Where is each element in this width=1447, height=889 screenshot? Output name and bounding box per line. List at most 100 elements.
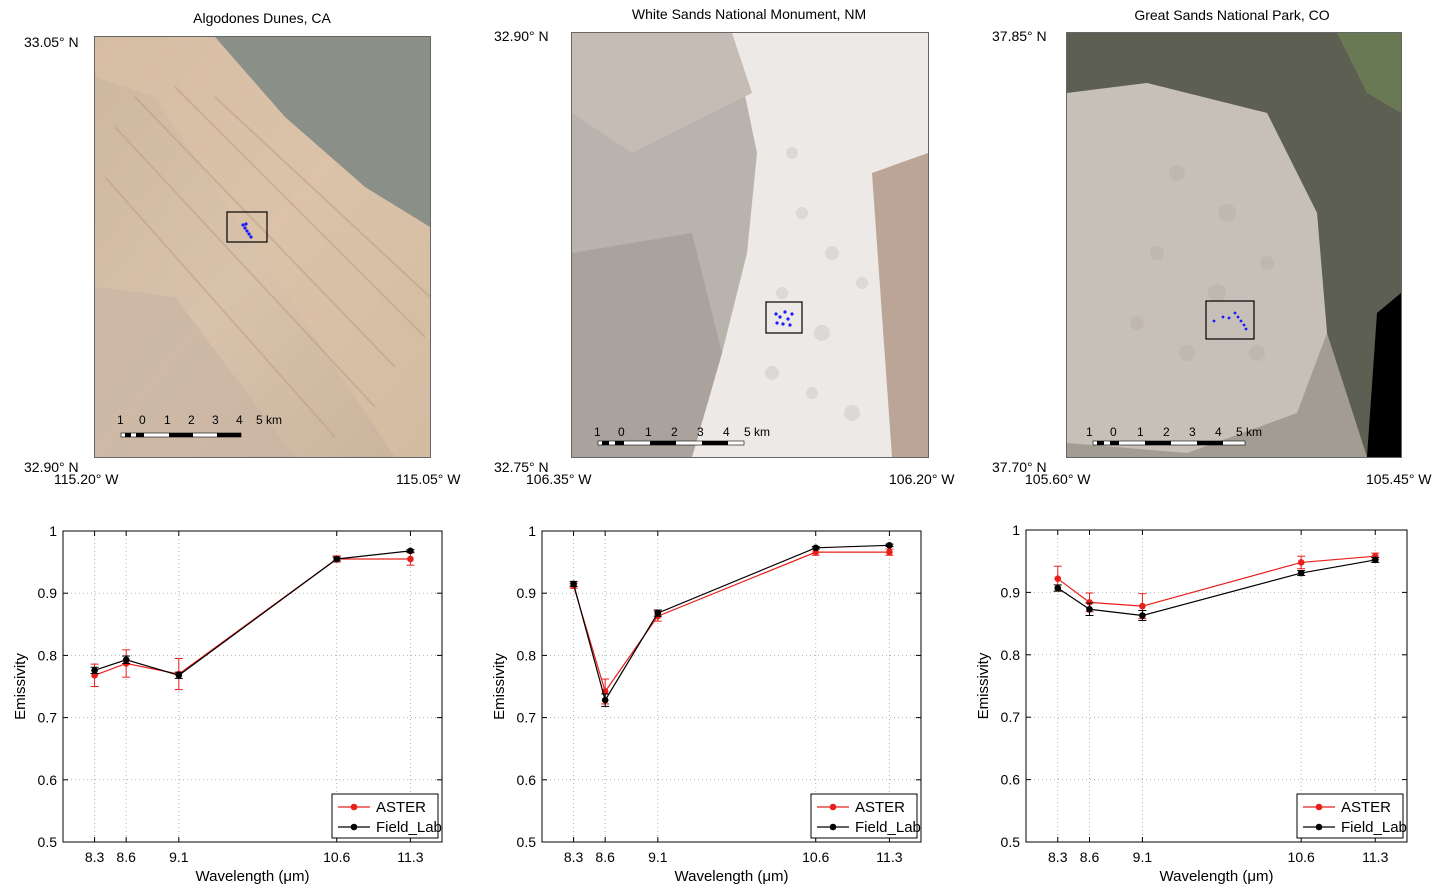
lon-right-label: 105.45° W xyxy=(1366,471,1432,487)
scale-label: 1 xyxy=(594,425,601,439)
lat-top-label: 33.05° N xyxy=(24,34,79,50)
scale-label: 1 xyxy=(1137,425,1144,439)
x-axis-label: Wavelength (μm) xyxy=(196,868,310,885)
scale-label: 4 xyxy=(236,413,243,427)
legend xyxy=(331,793,439,839)
data-point-field_lab xyxy=(1054,584,1062,592)
x-tick-label: 8.6 xyxy=(116,849,136,865)
legend-marker xyxy=(1315,803,1323,811)
scale-label: 3 xyxy=(697,425,704,439)
map-title: Great Sands National Park, CO xyxy=(1134,7,1330,23)
scale-label: 2 xyxy=(671,425,678,439)
scale-label: 3 xyxy=(1189,425,1196,439)
x-tick-label: 10.6 xyxy=(323,849,350,865)
scale-label: 0 xyxy=(1110,425,1117,439)
x-axis-label: Wavelength (μm) xyxy=(1160,868,1274,885)
data-point-field_lab xyxy=(601,696,609,704)
legend-label: ASTER xyxy=(376,799,426,816)
lon-left-label: 106.35° W xyxy=(526,471,592,487)
data-point-aster xyxy=(1139,602,1146,610)
legend-marker xyxy=(350,803,358,811)
data-point-field_lab xyxy=(122,656,130,664)
y-tick-label: 0.5 xyxy=(38,834,58,850)
data-point-field_lab xyxy=(333,555,341,563)
data-point-aster xyxy=(1297,559,1305,566)
map-title: White Sands National Monument, NM xyxy=(631,6,867,22)
data-point-field_lab xyxy=(654,609,662,617)
scale-label: 4 xyxy=(1215,425,1222,439)
y-tick-label: 0.7 xyxy=(517,710,537,726)
emissivity-chart-great-sands: 0.5 0.6 0.7 0.8 0.9 1 8.3 8.6 9.1 10.6 11.3 Wavelen… xyxy=(975,522,1408,885)
legend xyxy=(810,793,918,839)
plot-area xyxy=(62,530,443,843)
x-tick-label: 9.1 xyxy=(648,849,668,865)
scale-label: 1 xyxy=(164,413,171,427)
scale-label: 0 xyxy=(139,413,146,427)
x-tick-label: 8.6 xyxy=(595,849,615,865)
y-tick-label: 0.6 xyxy=(38,772,58,788)
y-tick-label: 0.9 xyxy=(1001,584,1021,600)
data-point-aster xyxy=(1054,575,1062,582)
x-tick-label: 10.6 xyxy=(1288,849,1315,865)
lat-bottom-label: 37.70° N xyxy=(992,459,1047,475)
y-axis-label: Emissivity xyxy=(12,653,29,720)
scale-label: 5 km xyxy=(256,413,283,427)
lat-top-label: 37.85° N xyxy=(992,28,1047,44)
legend xyxy=(1296,793,1404,839)
map-title: Algodones Dunes, CA xyxy=(193,10,331,26)
legend-marker xyxy=(350,823,358,831)
lon-left-label: 115.20° W xyxy=(54,471,119,487)
y-tick-label: 0.5 xyxy=(1001,834,1021,850)
y-tick-label: 0.7 xyxy=(38,710,58,726)
legend-label: Field_Lab xyxy=(855,819,921,836)
data-point-field_lab xyxy=(1297,569,1305,577)
data-point-field_lab xyxy=(91,667,98,674)
scale-label: 3 xyxy=(212,413,219,427)
lon-right-label: 106.20° W xyxy=(889,471,955,487)
legend-label: ASTER xyxy=(855,799,905,816)
data-point-field_lab xyxy=(570,580,577,588)
legend-label: Field_Lab xyxy=(376,819,442,836)
x-tick-label: 8.3 xyxy=(564,849,584,865)
x-tick-label: 10.6 xyxy=(802,849,829,865)
x-tick-label: 11.3 xyxy=(876,849,902,865)
satellite-image xyxy=(1066,32,1402,458)
x-tick-label: 11.3 xyxy=(1362,849,1388,865)
y-tick-label: 0.8 xyxy=(1001,647,1021,663)
scale-label: 1 xyxy=(1086,425,1093,439)
data-point-field_lab xyxy=(886,542,893,549)
lat-top-label: 32.90° N xyxy=(494,28,549,44)
y-tick-label: 0.9 xyxy=(38,585,58,601)
scale-label: 5 km xyxy=(1236,425,1263,439)
y-tick-label: 0.8 xyxy=(38,647,58,663)
scale-label: 5 km xyxy=(744,425,771,439)
x-tick-label: 11.3 xyxy=(397,849,423,865)
y-tick-label: 0.9 xyxy=(517,585,537,601)
y-tick-label: 1 xyxy=(1012,522,1020,538)
data-point-aster xyxy=(886,548,893,556)
emissivity-chart-white-sands: 0.5 0.6 0.7 0.8 0.9 1 8.3 8.6 9.1 10.6 11.3 Wavelen… xyxy=(491,523,922,885)
lat-bottom-label: 32.75° N xyxy=(494,459,549,475)
data-point-field_lab xyxy=(175,672,183,679)
lat-bottom-label: 32.90° N xyxy=(24,459,79,475)
data-point-aster xyxy=(407,555,414,563)
satellite-image xyxy=(94,36,431,458)
y-tick-label: 0.8 xyxy=(517,647,537,663)
y-axis-label: Emissivity xyxy=(491,653,508,720)
satellite-image xyxy=(571,32,929,458)
y-tick-label: 1 xyxy=(49,523,57,539)
data-point-field_lab xyxy=(1371,556,1379,564)
lon-left-label: 105.60° W xyxy=(1025,471,1091,487)
data-point-field_lab xyxy=(812,544,820,552)
y-tick-label: 0.7 xyxy=(1001,709,1021,725)
data-point-field_lab xyxy=(1139,612,1146,619)
data-point-aster xyxy=(1086,599,1093,606)
legend-marker xyxy=(1315,823,1323,831)
scale-label: 2 xyxy=(1163,425,1170,439)
y-tick-label: 1 xyxy=(528,523,536,539)
scale-label: 1 xyxy=(645,425,652,439)
legend-marker xyxy=(829,803,837,811)
x-tick-label: 8.3 xyxy=(85,849,105,865)
scale-label: 2 xyxy=(188,413,195,427)
data-point-field_lab xyxy=(1086,605,1093,613)
